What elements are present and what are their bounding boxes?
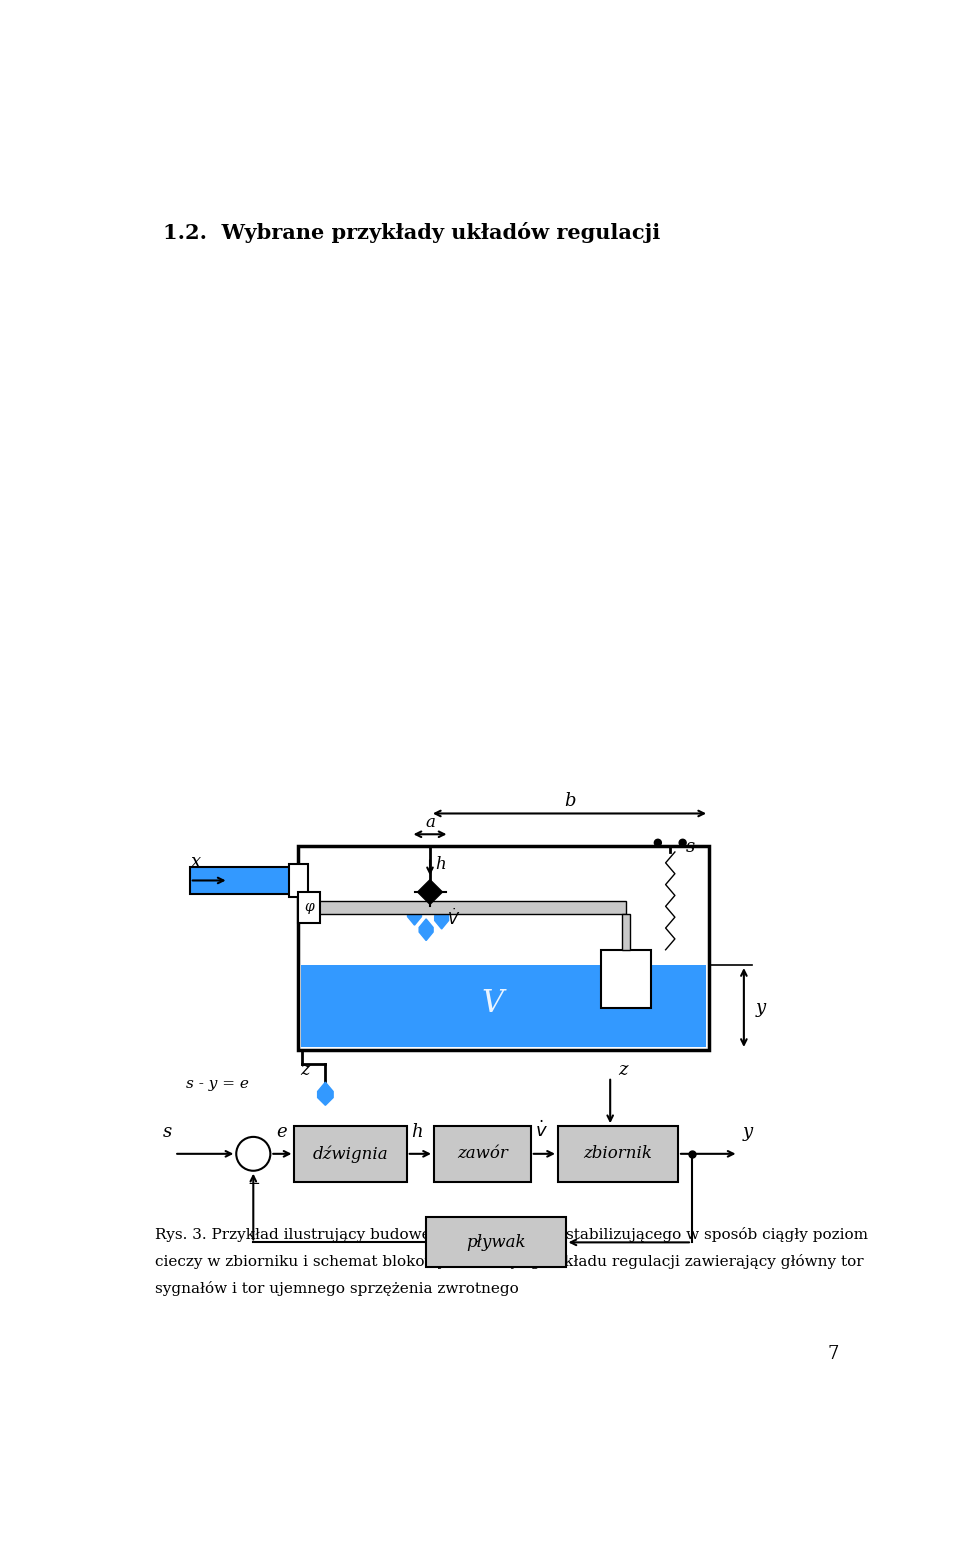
Text: pływak: pływak <box>466 1234 526 1251</box>
Text: s: s <box>685 838 695 856</box>
Text: V: V <box>481 988 503 1020</box>
Text: cieczy w zbiorniku i schemat blokowy zamkniętego układu regulacji zawierający gł: cieczy w zbiorniku i schemat blokowy zam… <box>155 1254 863 1268</box>
Text: φ: φ <box>304 901 314 915</box>
Text: y: y <box>756 998 766 1017</box>
Text: zawór: zawór <box>457 1145 508 1162</box>
Polygon shape <box>420 920 433 941</box>
Bar <box>190 867 299 893</box>
Bar <box>601 950 651 1008</box>
Polygon shape <box>318 1082 333 1105</box>
Polygon shape <box>418 892 443 904</box>
Bar <box>622 913 630 950</box>
Text: y: y <box>742 1123 753 1140</box>
Bar <box>426 1217 565 1267</box>
Text: h: h <box>412 1123 423 1140</box>
Text: $\dot{v}$: $\dot{v}$ <box>536 1120 548 1140</box>
Text: a: a <box>425 813 435 830</box>
Bar <box>299 846 709 1049</box>
Text: z: z <box>300 1060 310 1079</box>
Polygon shape <box>408 904 421 926</box>
Text: dźwignia: dźwignia <box>313 1145 389 1162</box>
Text: −: − <box>247 1176 259 1191</box>
Text: z: z <box>618 1062 628 1079</box>
Text: 1.2.  Wybrane przykłady układów regulacji: 1.2. Wybrane przykłady układów regulacji <box>162 222 660 244</box>
Text: Rys. 3. Przykład ilustrujący budowę prostego układu stabilizującego w sposób cią: Rys. 3. Przykład ilustrujący budowę pros… <box>155 1227 868 1242</box>
Text: h: h <box>436 856 446 873</box>
Text: 7: 7 <box>828 1345 839 1364</box>
Text: sygnałów i tor ujemnego sprzężenia zwrotnego: sygnałów i tor ujemnego sprzężenia zwrot… <box>155 1281 518 1296</box>
Circle shape <box>655 839 661 846</box>
Polygon shape <box>418 880 443 892</box>
Text: x: x <box>191 853 202 870</box>
Text: s - y = e: s - y = e <box>186 1077 249 1091</box>
Bar <box>301 966 706 1046</box>
Bar <box>295 1126 407 1182</box>
Text: b: b <box>564 792 575 810</box>
Circle shape <box>236 1137 271 1171</box>
Text: zbiornik: zbiornik <box>584 1145 653 1162</box>
Text: $\dot{V}$: $\dot{V}$ <box>447 907 461 929</box>
Circle shape <box>679 839 686 846</box>
Polygon shape <box>435 907 448 929</box>
Bar <box>289 864 308 898</box>
Bar <box>299 892 320 923</box>
Bar <box>434 1126 531 1182</box>
Text: e: e <box>276 1123 287 1140</box>
Text: s: s <box>162 1123 172 1140</box>
Bar <box>300 901 626 913</box>
Bar <box>558 1126 678 1182</box>
